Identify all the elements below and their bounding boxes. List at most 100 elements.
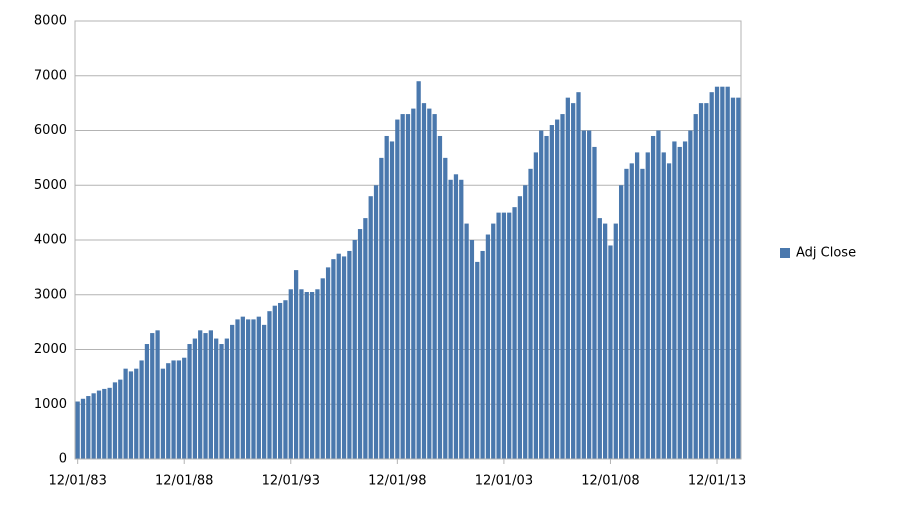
bar [256,316,261,459]
bar [293,270,299,459]
bar [368,196,373,459]
bar [720,86,725,459]
bar [730,97,736,460]
legend-swatch [780,248,790,258]
bar [464,223,469,459]
x-tick-label: 12/01/03 [475,474,533,489]
bar [320,278,325,459]
bar [682,141,688,459]
bar [331,259,336,459]
bar [411,108,416,459]
bar [475,261,480,459]
bar [592,146,597,460]
bar [102,388,107,459]
bar [123,368,128,459]
bar [533,152,539,459]
x-tick-label: 12/01/83 [48,474,106,489]
y-tick-label: 5000 [34,178,67,193]
bar [613,223,618,459]
bar [96,390,102,459]
bar [523,185,528,459]
bar [634,152,640,459]
bar [395,119,400,460]
bar [640,168,645,459]
bar [469,240,475,459]
bar [576,92,581,460]
bar [416,81,421,459]
y-tick-label: 3000 [34,287,67,302]
bar [421,103,427,459]
y-tick-label: 0 [59,452,67,467]
x-tick-label: 12/01/13 [688,474,746,489]
bar [166,363,171,459]
bar [203,333,208,459]
bar [491,223,496,459]
bar [677,146,682,460]
bar [672,141,677,459]
bar [214,338,219,459]
bar [224,338,229,459]
bar [262,324,267,459]
bar [453,174,459,460]
bar [150,333,155,459]
bar [603,223,608,459]
bar [650,135,656,459]
bar [336,253,341,459]
x-tick-label: 12/01/98 [368,474,426,489]
bar [80,398,86,459]
bar [645,152,650,459]
bar [427,108,432,459]
bar [549,125,554,460]
bar [192,338,198,459]
bar [134,368,139,459]
bar [288,289,293,459]
bar [581,130,586,459]
bar [91,393,96,459]
bar [299,289,304,459]
bar [704,103,709,459]
bar [235,319,240,459]
bar [448,179,453,459]
y-tick-label: 7000 [34,68,67,83]
bar [171,360,176,459]
bar [693,114,698,459]
bar [517,196,523,459]
bar [86,396,91,459]
bar [118,379,123,459]
bar [176,360,182,459]
bar [230,324,235,459]
y-tick-label: 1000 [34,397,67,412]
bar [182,357,187,459]
bar [160,368,166,459]
bar [496,212,501,459]
bar [714,86,720,459]
bar [325,267,331,459]
bar [112,382,118,459]
bar [485,234,491,459]
x-tick-label: 12/01/88 [155,474,213,489]
bar [618,185,624,459]
bar [240,316,245,459]
bar [736,97,741,460]
bar [309,292,315,459]
bar [507,212,512,459]
bar [304,292,309,459]
bar [560,114,565,459]
bar [539,130,544,459]
bar [698,103,704,459]
bar [352,240,357,459]
bar [139,360,144,459]
bar [597,218,602,459]
bar [379,157,384,459]
bar [267,311,272,459]
bar [656,130,661,459]
bar [347,250,352,459]
bar [666,163,672,459]
bar [528,168,533,459]
bar [405,114,411,459]
x-tick-label: 12/01/08 [581,474,639,489]
bar [544,135,549,459]
bar [198,330,203,459]
bar [144,344,150,459]
